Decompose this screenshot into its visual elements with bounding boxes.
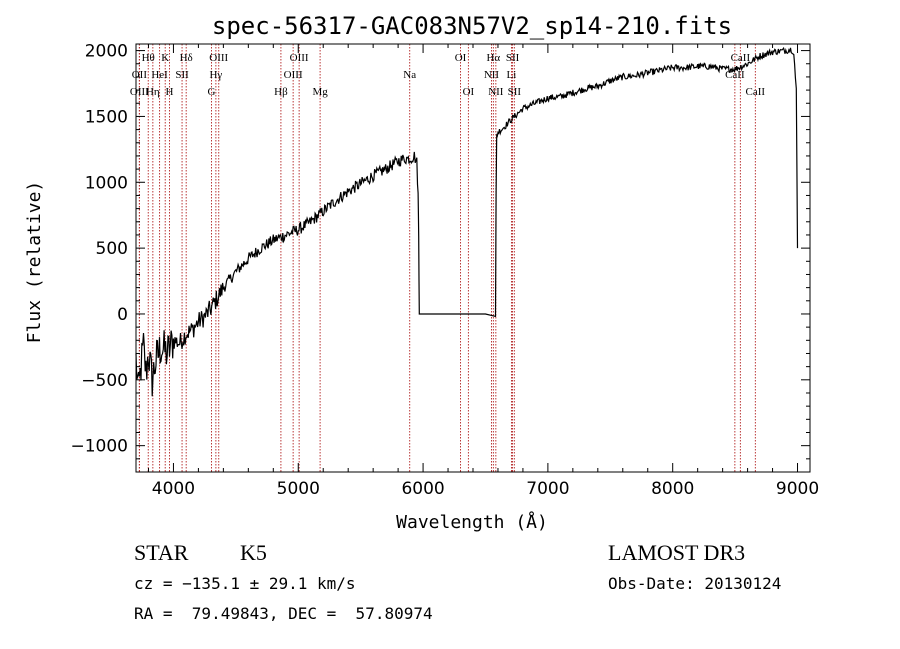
line-label: Mg [312, 86, 328, 98]
line-label: Hθ [142, 52, 155, 64]
y-axis-label: Flux (relative) [24, 181, 45, 344]
object-class: STAR [134, 540, 189, 565]
line-label: Hδ [180, 52, 193, 64]
line-label: CaII [731, 52, 751, 64]
line-label: OIII [284, 69, 303, 81]
y-tick-label: 0 [117, 305, 128, 325]
line-label: NII [484, 69, 500, 81]
spectrum-line [135, 46, 799, 397]
x-axis: 4000 5000 6000 7000 8000 9000 [147, 44, 819, 499]
line-label: H [165, 86, 173, 98]
line-labels: Hθ K Hδ OIII OIII OI Hα SII CaII OII HeI SII Hγ OIII N… [130, 52, 766, 98]
line-label: OIII [290, 52, 309, 64]
line-label: Hα [486, 52, 500, 64]
subclass: K5 [240, 540, 267, 565]
y-tick-label: 2000 [85, 42, 128, 62]
line-label: Hβ [274, 86, 288, 98]
y-tick-label: 500 [96, 239, 128, 259]
survey-label: LAMOST DR3 [608, 540, 746, 565]
line-label: HeI [151, 69, 168, 81]
y-tick-label: −500 [81, 371, 128, 391]
obs-date: Obs-Date: 20130124 [608, 574, 782, 593]
reference-lines [138, 44, 756, 472]
line-label: OI [463, 86, 475, 98]
line-label: Hγ [209, 69, 222, 81]
x-tick-label: 8000 [651, 479, 694, 499]
y-tick-label: −1000 [70, 437, 128, 457]
line-label: Na [403, 69, 416, 81]
line-label: OIII [209, 52, 228, 64]
y-tick-label: 1000 [85, 173, 128, 193]
line-label: SII [506, 52, 520, 64]
plot-frame [135, 43, 811, 473]
redshift-readout: cz = −135.1 ± 29.1 km/s [134, 574, 356, 593]
line-label: NII [488, 86, 504, 98]
line-label: G [208, 86, 216, 98]
line-label: SII [175, 69, 189, 81]
coordinates: RA = 79.49843, DEC = 57.80974 [134, 604, 433, 623]
x-tick-label: 5000 [277, 479, 320, 499]
y-axis: −1000 −500 0 500 1000 1500 2000 [70, 42, 810, 460]
x-tick-label: 9000 [776, 479, 819, 499]
line-label: Hη [146, 86, 160, 98]
x-tick-label: 7000 [526, 479, 569, 499]
line-label: K [161, 52, 169, 64]
chart-title: spec-56317-GAC083N57V2_sp14-210.fits [212, 12, 732, 40]
line-label: CaII [746, 86, 766, 98]
x-axis-label: Wavelength (Å) [396, 511, 548, 533]
y-tick-label: 1500 [85, 107, 128, 127]
line-label: OI [455, 52, 467, 64]
line-label: Li [507, 69, 517, 81]
line-label: OIII [130, 86, 149, 98]
line-label: SII [508, 86, 522, 98]
x-tick-label: 6000 [401, 479, 444, 499]
line-label: OII [132, 69, 148, 81]
x-tick-label: 4000 [152, 479, 195, 499]
